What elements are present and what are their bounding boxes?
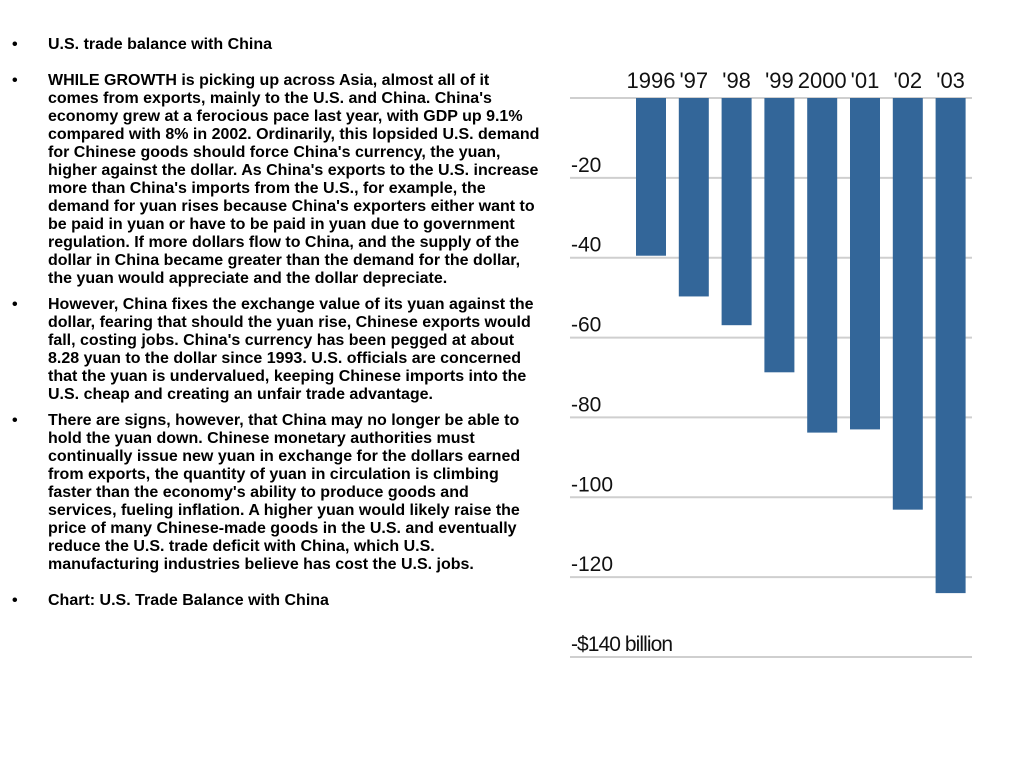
bullet-text: Chart: U.S. Trade Balance with China <box>48 592 329 609</box>
bullet-dot: • <box>12 36 18 53</box>
bullet-dot: • <box>12 592 18 609</box>
bullet-text: U.S. trade balance with China <box>48 36 273 53</box>
bullet-text: There are signs, however, that China may… <box>48 412 521 573</box>
x-category-label: '02 <box>893 68 922 93</box>
bullet-heading: • U.S. trade balance with China <box>10 36 540 54</box>
bullet-paragraph-3: • There are signs, however, that China m… <box>10 412 540 574</box>
x-category-label: 1996 <box>627 68 676 93</box>
bar <box>935 98 966 594</box>
bar <box>721 98 752 326</box>
bar <box>892 98 923 510</box>
y-tick-label: -60 <box>571 314 601 337</box>
bullet-dot: • <box>12 296 18 313</box>
trade-balance-chart: -20 -40 -60 -80 -100 -120 -$140 billion 1996'97… <box>565 60 977 660</box>
bar <box>807 98 838 433</box>
text-column: • U.S. trade balance with China • WHILE … <box>10 36 540 610</box>
x-category-label: '97 <box>679 68 708 93</box>
bar <box>850 98 880 430</box>
x-category-label: 2000 <box>798 68 847 93</box>
bullet-text: However, China fixes the exchange value … <box>48 296 534 403</box>
bar <box>636 98 666 256</box>
x-category-label: '99 <box>765 68 794 93</box>
y-tick-label: -40 <box>571 234 601 257</box>
bullet-dot: • <box>12 72 18 89</box>
y-tick-label: -100 <box>571 473 613 496</box>
y-tick-label: -80 <box>571 393 601 416</box>
y-tick-label: -120 <box>571 553 613 576</box>
bullet-chart-caption: • Chart: U.S. Trade Balance with China <box>10 592 540 610</box>
bullet-dot: • <box>12 412 18 429</box>
x-category-label: '98 <box>722 68 751 93</box>
bullet-paragraph-1: • WHILE GROWTH is picking up across Asia… <box>10 72 540 288</box>
bar <box>764 98 795 373</box>
x-category-label: '03 <box>936 68 965 93</box>
bar <box>678 98 709 297</box>
chart-svg: -20 -40 -60 -80 -100 -120 -$140 billion 1996'97… <box>570 68 972 658</box>
bullet-paragraph-2: • However, China fixes the exchange valu… <box>10 296 540 404</box>
x-category-label: '01 <box>851 68 880 93</box>
y-tick-label: -$140 billion <box>571 633 673 656</box>
bullet-text: WHILE GROWTH is picking up across Asia, … <box>48 72 540 287</box>
y-tick-label: -20 <box>571 154 601 177</box>
